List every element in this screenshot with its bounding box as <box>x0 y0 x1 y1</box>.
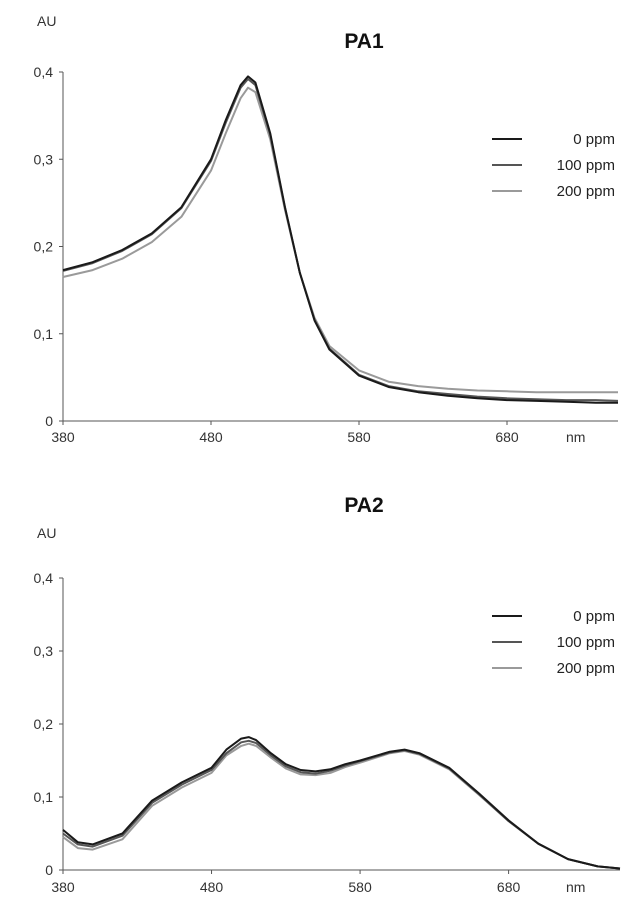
axis-ticks: 0 0,1 0,2 0,3 0,4 380 480 580 680 <box>34 64 519 445</box>
chart-title: PA1 <box>344 30 384 53</box>
x-tick-label: 680 <box>497 879 521 895</box>
series-line-0-ppm <box>62 736 621 870</box>
chart-pa2: AU PA2 0 0,1 0,2 0,3 0,4 380 480 580 680 nm 0 pp… <box>0 452 637 904</box>
x-tick-label: 580 <box>348 879 372 895</box>
x-tick-label: 580 <box>347 429 371 445</box>
y-tick-label: 0,2 <box>34 239 54 255</box>
legend-label: 100 ppm <box>557 157 615 174</box>
x-tick-label: 680 <box>495 429 519 445</box>
chart-pa2-svg: AU PA2 0 0,1 0,2 0,3 0,4 380 480 580 680 nm 0 pp… <box>34 494 621 895</box>
y-tick-label: 0,1 <box>34 789 54 805</box>
x-tick-label: 480 <box>199 429 223 445</box>
chart-pa1: AU PA1 0 0,1 0,2 0,3 0,4 380 480 580 680 nm 0 pp… <box>34 13 619 445</box>
chart-title: PA2 <box>344 494 383 517</box>
series-line-100-ppm <box>62 739 621 870</box>
axis-ticks: 0 0,1 0,2 0,3 0,4 380 480 580 680 <box>34 570 521 895</box>
y-unit-label: AU <box>37 525 56 541</box>
y-unit-label: AU <box>37 13 56 29</box>
series-group <box>62 736 621 870</box>
legend-label: 0 ppm <box>573 608 615 625</box>
legend: 0 ppm 100 ppm 200 ppm <box>492 608 615 677</box>
series-line-100-ppm <box>62 78 619 402</box>
chart-pa1-svg: AU PA1 0 0,1 0,2 0,3 0,4 380 480 580 680 nm 0 pp… <box>34 13 619 445</box>
x-unit-label: nm <box>566 879 585 895</box>
y-tick-label: 0 <box>45 413 53 429</box>
y-tick-label: 0,4 <box>34 570 54 586</box>
x-unit-label: nm <box>566 429 585 445</box>
series-line-200-ppm <box>62 86 618 394</box>
legend: 0 ppm 100 ppm 200 ppm <box>492 131 615 200</box>
series-group <box>62 75 619 404</box>
legend-label: 200 ppm <box>557 183 615 200</box>
y-tick-label: 0 <box>45 862 53 878</box>
legend-label: 100 ppm <box>557 634 615 651</box>
series-line-0-ppm <box>62 75 618 404</box>
legend-label: 200 ppm <box>557 660 615 677</box>
x-tick-label: 480 <box>200 879 224 895</box>
y-tick-label: 0,3 <box>34 151 54 167</box>
y-tick-label: 0,3 <box>34 643 54 659</box>
legend-label: 0 ppm <box>573 131 615 148</box>
x-tick-label: 380 <box>51 429 75 445</box>
x-tick-label: 380 <box>51 879 75 895</box>
y-tick-label: 0,2 <box>34 716 54 732</box>
y-tick-label: 0,4 <box>34 64 54 80</box>
y-tick-label: 0,1 <box>34 326 54 342</box>
